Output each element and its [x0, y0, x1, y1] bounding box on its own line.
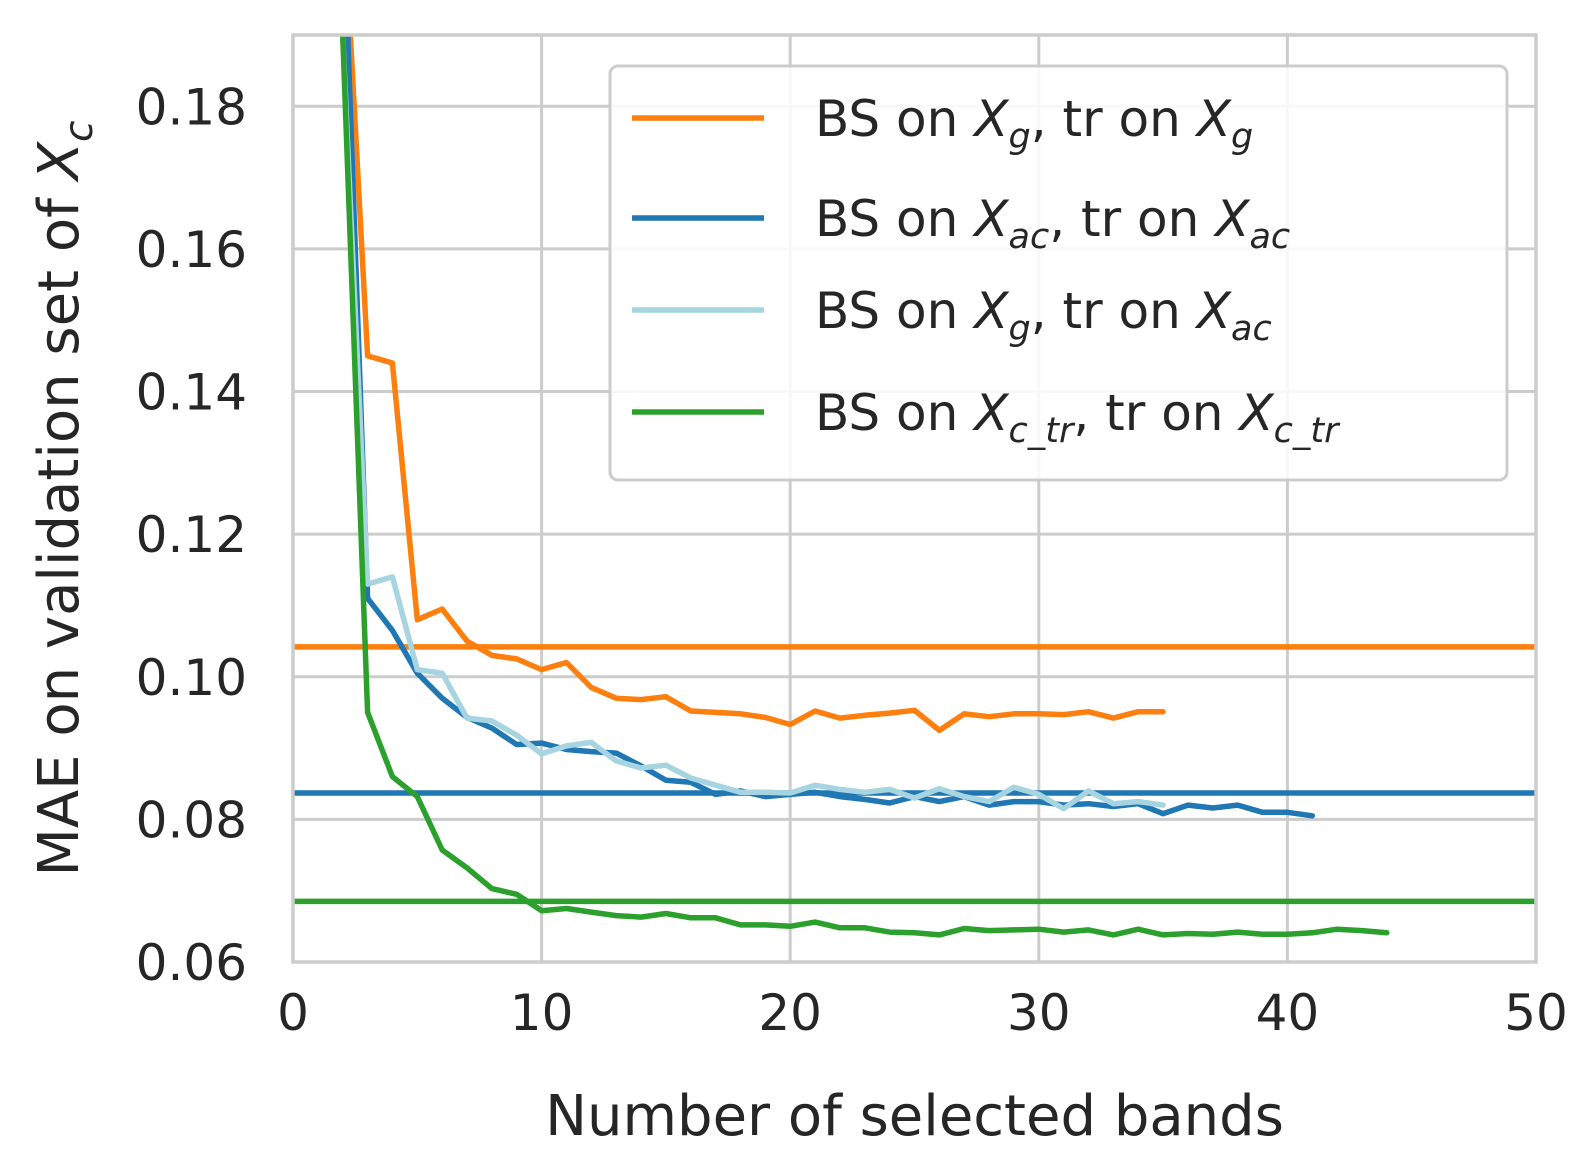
series-line-3	[339, 35, 1390, 938]
series-line-2	[339, 35, 1166, 812]
legend-label-sub1: c_tr	[1009, 411, 1076, 451]
legend-label-pre: BS on	[815, 190, 974, 248]
legend-label-sub2: ac	[1249, 217, 1290, 257]
legend-label-mid: , tr on	[1031, 282, 1197, 340]
legend-label-var2: X	[1194, 90, 1233, 148]
legend-label-mid: , tr on	[1073, 384, 1239, 442]
y-axis-label-text: MAE on validation set of	[27, 180, 92, 876]
legend-label-sub2: ac	[1231, 309, 1272, 349]
legend-label-pre: BS on	[815, 384, 974, 442]
legend-label-pre: BS on	[815, 90, 974, 148]
y-tick-label: 0.14	[136, 364, 247, 422]
legend-label-var1: X	[971, 282, 1010, 340]
y-tick-label: 0.16	[136, 221, 247, 279]
baselines	[293, 644, 1536, 905]
x-tick-label: 30	[1007, 984, 1071, 1042]
series-line-1	[344, 35, 1316, 819]
y-tick-label: 0.08	[136, 791, 247, 849]
x-tick-label: 20	[758, 984, 822, 1042]
legend-label-sub2: c_tr	[1274, 411, 1341, 451]
series-line-0	[347, 35, 1166, 734]
y-tick-label: 0.10	[136, 649, 247, 707]
y-axis-label-sub: c	[57, 121, 102, 142]
y-tick-label: 0.12	[136, 506, 247, 564]
x-tick-label: 40	[1256, 984, 1320, 1042]
y-tick-labels: 0.06 0.08 0.10 0.12 0.14 0.16 0.18	[136, 78, 247, 992]
legend-label-sub1: g	[1009, 309, 1031, 349]
legend-box	[608, 64, 1509, 482]
legend-label-var1: X	[971, 90, 1010, 148]
y-axis-label-var: X	[27, 140, 92, 183]
legend-label-mid: , tr on	[1049, 190, 1215, 248]
x-tick-label: 50	[1504, 984, 1568, 1042]
x-tick-label: 10	[510, 984, 574, 1042]
legend-label-sub1: g	[1009, 117, 1031, 157]
legend-label-1: BS on Xac, tr on Xac	[815, 190, 1290, 257]
x-tick-label: 0	[277, 984, 309, 1042]
legend-label-sub1: ac	[1009, 217, 1050, 257]
legend-label-var1: X	[971, 384, 1010, 442]
legend-label-pre: BS on	[815, 282, 974, 340]
y-tick-label: 0.18	[136, 78, 247, 136]
legend-label-mid: , tr on	[1031, 90, 1197, 148]
legend-label-sub2: g	[1231, 117, 1253, 157]
legend-label-var2: X	[1194, 282, 1233, 340]
plot-frame	[291, 33, 1538, 964]
legend-label-3: BS on Xc_tr, tr on Xc_tr	[815, 384, 1341, 451]
legend-label-var1: X	[971, 190, 1010, 248]
legend-label-2: BS on Xg, tr on Xac	[815, 282, 1272, 349]
legend-label-var2: X	[1212, 190, 1251, 248]
y-tick-label: 0.06	[136, 934, 247, 992]
plot-area	[339, 35, 1390, 938]
x-tick-labels: 0 10 20 30 40 50	[277, 984, 1568, 1042]
y-axis-label: MAE on validation set of Xc	[27, 121, 102, 877]
legend-label-0: BS on Xg, tr on Xg	[815, 90, 1253, 157]
x-axis-label: Number of selected bands	[545, 1084, 1284, 1149]
legend-label-var2: X	[1236, 384, 1275, 442]
